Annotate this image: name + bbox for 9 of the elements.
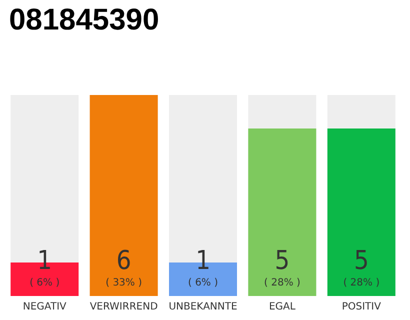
data-label: 6 ( 33% ) (106, 246, 142, 288)
x-tick-label: EGAL (268, 302, 296, 312)
x-tick-label: UNBEKANNTE (168, 302, 238, 312)
data-label: 5 ( 28% ) (343, 246, 380, 288)
x-tick-label: NEGATIV (22, 302, 67, 312)
data-label: 5 ( 28% ) (264, 246, 300, 288)
x-tick-label: VERWIRREND (90, 302, 158, 312)
x-tick-label: POSITIV (342, 302, 382, 312)
chart-title: 081845390 (9, 4, 160, 36)
